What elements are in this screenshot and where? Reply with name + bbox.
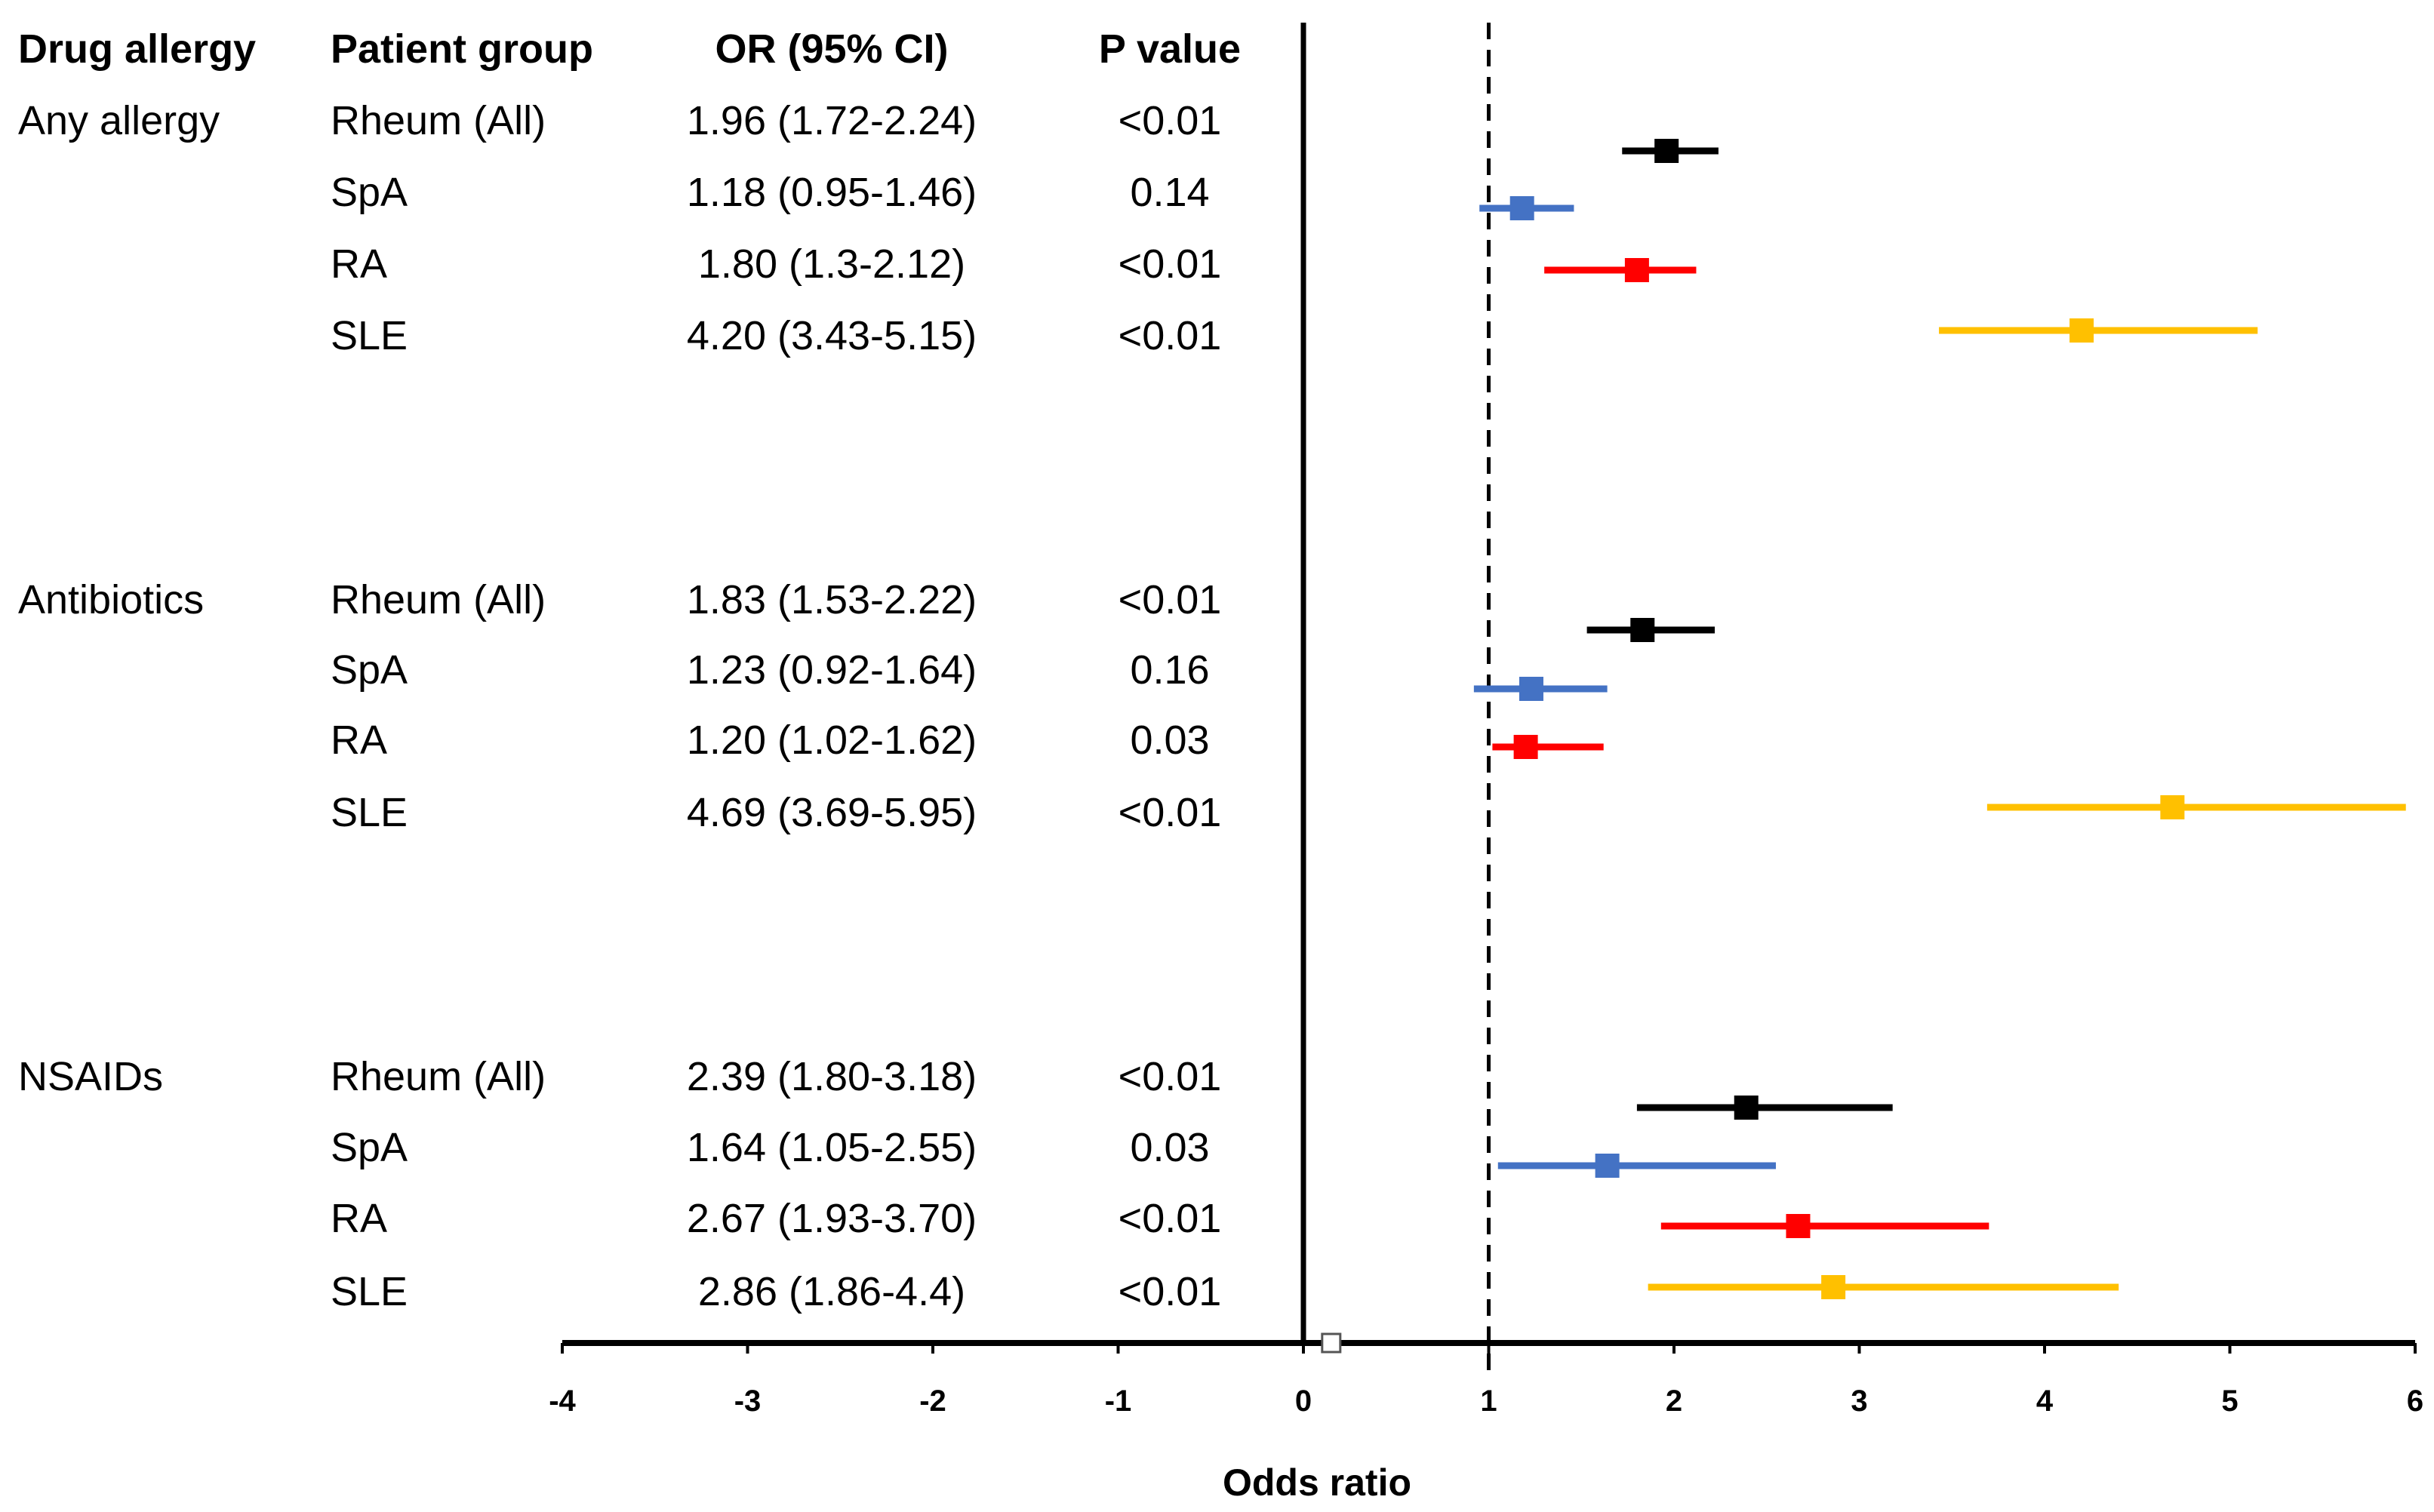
row-p-value-text: <0.01 [1118,1269,1222,1314]
x-tick-label: 0 [1295,1384,1312,1418]
row-group: Rheum (All) [331,577,546,622]
x-tick-label: 2 [1666,1384,1682,1418]
row-group: RA [331,718,388,763]
row-or-ci-text: 1.20 (1.02-1.62) [686,718,977,763]
row-or-ci-text: 2.86 (1.86-4.4) [697,1269,966,1314]
or-point [1513,735,1538,759]
row-or-ci-text: 1.18 (0.95-1.46) [686,170,977,215]
x-tick-label: -4 [549,1384,576,1418]
row-or-ci-text: 1.23 (0.92-1.64) [686,647,977,693]
row-group: SpA [331,170,408,215]
or-point [1519,677,1543,701]
row-group: RA [331,241,388,287]
x-tick-label: 1 [1480,1384,1497,1418]
row-p-value-text: <0.01 [1118,790,1222,835]
category-label: Any allergy [18,98,220,143]
header-drug-allergy: Drug allergy [18,26,257,72]
row-group: SLE [331,790,408,835]
header-or-ci-text: OR (95% CI) [715,26,949,72]
row-group: SpA [331,647,408,693]
row-group: RA [331,1196,388,1241]
header-patient-group: Patient group [331,26,593,72]
row-or-ci-text: 4.20 (3.43-5.15) [686,313,977,358]
x-tick-label: -3 [734,1384,762,1418]
row-or-ci-text: 1.83 (1.53-2.22) [686,577,977,622]
or-point [1509,196,1534,220]
or-point [1595,1154,1620,1178]
row-p-value-text: 0.14 [1130,170,1210,215]
category-label: NSAIDs [18,1054,164,1099]
row-or-ci-text: 4.69 (3.69-5.95) [686,790,977,835]
row-p-value-text: 0.03 [1130,718,1210,763]
row-or-ci-text: 2.67 (1.93-3.70) [686,1196,977,1241]
row-or-ci-text: 2.39 (1.80-3.18) [686,1054,977,1099]
row-p-value-text: <0.01 [1118,241,1222,287]
row-p-value-text: 0.03 [1130,1125,1210,1170]
row-group: SLE [331,313,408,358]
x-tick-label: -1 [1105,1384,1132,1418]
or-point [1821,1275,1846,1299]
plot-marks [1473,139,2406,1299]
or-point [1654,139,1679,163]
row-group: SpA [331,1125,408,1170]
x-tick-label: 6 [2407,1384,2423,1418]
header-p-value-text: P value [1098,26,1242,72]
axis-origin-marker [1321,1332,1342,1354]
row-p-value-text: <0.01 [1118,1054,1222,1099]
row-or-ci-text: 1.64 (1.05-2.55) [686,1125,977,1170]
x-tick-label: -2 [919,1384,946,1418]
plot-axes: -4 -3 -2 -1 0 1 2 3 4 5 6 [549,23,2423,1418]
or-point [1734,1096,1759,1120]
row-p-value-text: <0.01 [1118,98,1222,143]
row-group: SLE [331,1269,408,1314]
or-point [2069,318,2094,343]
category-label: Antibiotics [18,577,205,622]
or-point [1624,258,1649,282]
x-tick-label: 3 [1851,1384,1867,1418]
or-point [1630,618,1655,642]
or-point [2160,795,2185,819]
x-tick-label: 4 [2036,1384,2054,1418]
x-tick-label: 5 [2221,1384,2238,1418]
row-group: Rheum (All) [331,98,546,143]
row-p-value-text: 0.16 [1130,647,1210,693]
row-p-value-text: <0.01 [1118,577,1222,622]
row-group: Rheum (All) [331,1054,546,1099]
x-axis-title: Odds ratio [1223,1461,1411,1504]
row-or-ci-text: 1.96 (1.72-2.24) [686,98,977,143]
or-point [1786,1214,1811,1238]
row-p-value-text: <0.01 [1118,313,1222,358]
row-or-ci-text: 1.80 (1.3-2.12) [697,241,966,287]
row-p-value-text: <0.01 [1118,1196,1222,1241]
